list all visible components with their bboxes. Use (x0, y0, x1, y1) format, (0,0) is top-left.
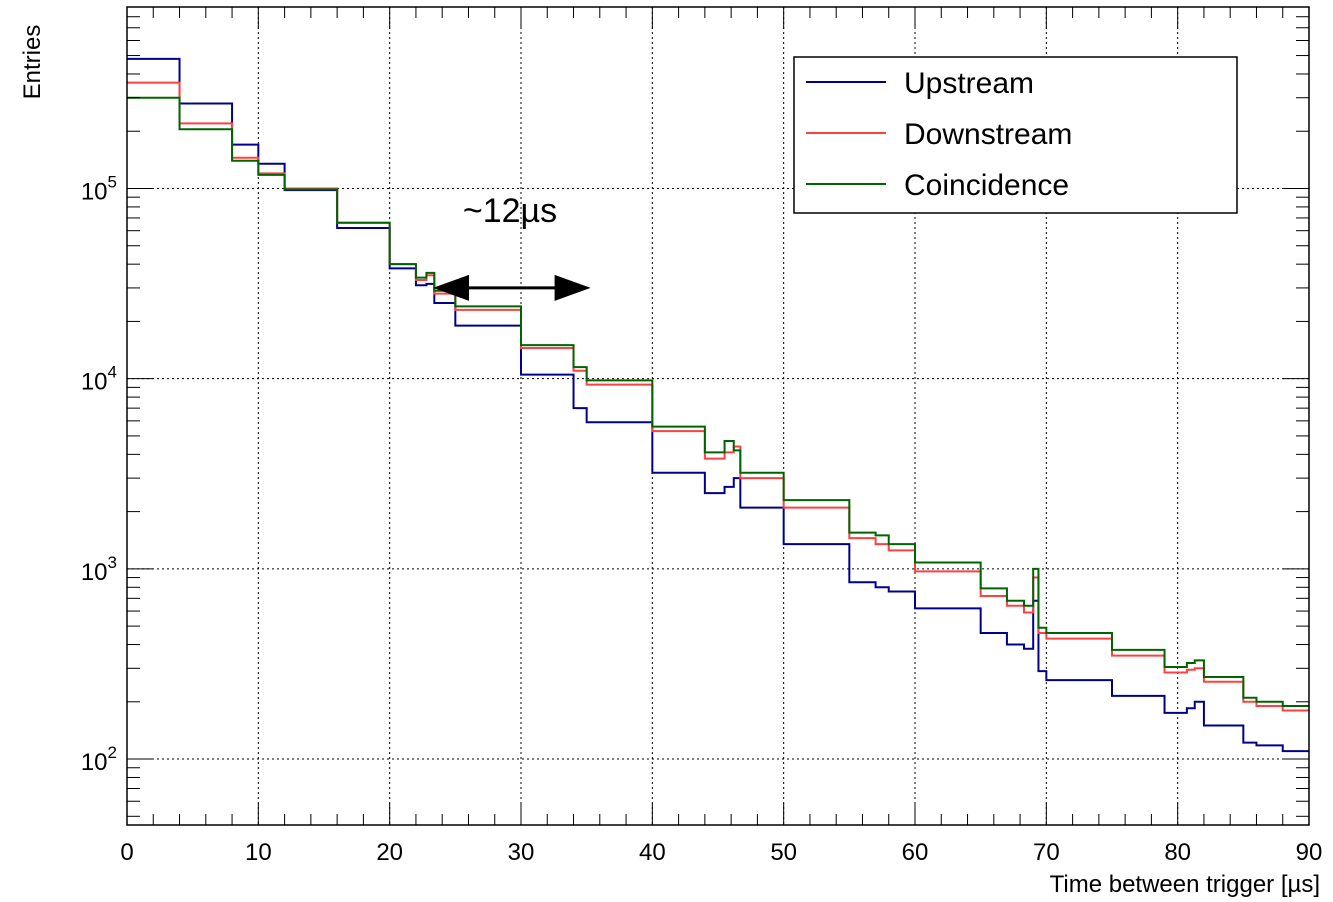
x-tick-label: 0 (120, 839, 133, 866)
x-tick-label: 70 (1033, 839, 1060, 866)
x-tick-label: 90 (1296, 839, 1323, 866)
x-axis-title: Time between trigger [µs] (1050, 871, 1320, 898)
axis-ticks (126, 6, 1310, 825)
legend-label-downstream: Downstream (904, 118, 1072, 151)
legend-label-coincidence: Coincidence (904, 169, 1069, 202)
y-tick-labels: 102 103 104 105 (81, 172, 117, 776)
x-tick-label: 50 (770, 839, 797, 866)
plot-frame (126, 6, 1310, 826)
x-tick-labels: 0 10 20 30 40 50 60 70 80 90 (120, 839, 1322, 866)
x-tick-label: 80 (1164, 839, 1191, 866)
x-tick-label: 30 (508, 839, 535, 866)
series-line-coincidence (127, 96, 1309, 708)
annotation-arrow-left (433, 274, 470, 301)
grid-lines (127, 7, 1309, 825)
x-tick-label: 20 (376, 839, 403, 866)
y-tick-label: 103 (81, 553, 117, 586)
legend: Upstream Downstream Coincidence (793, 56, 1238, 214)
y-tick-label: 105 (81, 172, 117, 205)
x-tick-label: 10 (245, 839, 272, 866)
x-tick-label: 40 (639, 839, 666, 866)
x-tick-label: 60 (902, 839, 929, 866)
y-axis-title: Entries (19, 25, 46, 100)
legend-label-upstream: Upstream (904, 67, 1034, 100)
annotation-label: ~12µs (463, 192, 557, 230)
y-tick-label: 104 (81, 363, 117, 396)
y-tick-label: 102 (81, 743, 117, 776)
annotation-arrow-right (554, 274, 591, 301)
time-gap-annotation: ~12µs (433, 192, 591, 301)
series-layer (127, 57, 1309, 753)
series-line-upstream (127, 57, 1309, 753)
